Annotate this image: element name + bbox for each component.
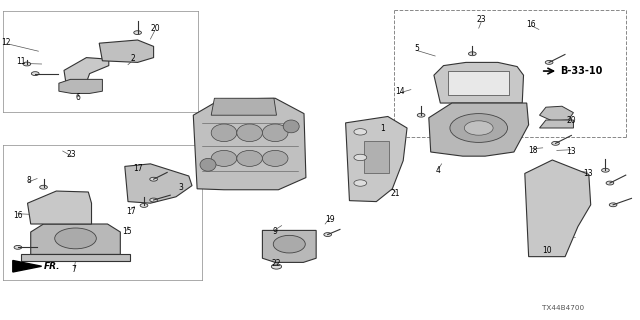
Polygon shape <box>64 58 109 91</box>
Text: 13: 13 <box>582 169 593 178</box>
Polygon shape <box>13 260 42 272</box>
Text: FR.: FR. <box>44 262 60 271</box>
Circle shape <box>552 141 559 145</box>
Text: 11: 11 <box>16 57 25 66</box>
Circle shape <box>271 264 282 269</box>
Polygon shape <box>525 160 591 257</box>
Text: 5: 5 <box>415 44 420 53</box>
Polygon shape <box>346 116 407 202</box>
Text: 13: 13 <box>566 147 576 156</box>
Text: 23: 23 <box>476 15 486 24</box>
Text: 8: 8 <box>26 176 31 185</box>
Text: 20: 20 <box>566 116 576 125</box>
Polygon shape <box>434 62 524 103</box>
Circle shape <box>354 180 367 186</box>
Circle shape <box>354 154 367 161</box>
Text: 10: 10 <box>542 246 552 255</box>
Ellipse shape <box>273 236 305 253</box>
Polygon shape <box>28 191 92 224</box>
Polygon shape <box>429 103 529 156</box>
Text: 16: 16 <box>13 211 23 220</box>
Polygon shape <box>262 230 316 262</box>
Ellipse shape <box>262 150 288 166</box>
Ellipse shape <box>237 150 262 166</box>
Text: 4: 4 <box>436 166 441 175</box>
Text: 3: 3 <box>178 183 183 192</box>
Polygon shape <box>364 141 389 173</box>
Ellipse shape <box>237 124 262 141</box>
Text: 17: 17 <box>125 207 136 216</box>
Text: 23: 23 <box>67 150 77 159</box>
Text: 1: 1 <box>380 124 385 133</box>
Circle shape <box>14 245 22 249</box>
Polygon shape <box>31 224 120 254</box>
Circle shape <box>140 204 148 207</box>
Text: 6: 6 <box>76 93 81 102</box>
Circle shape <box>545 60 553 64</box>
Circle shape <box>23 62 31 66</box>
Text: 14: 14 <box>395 87 405 96</box>
Circle shape <box>150 198 157 202</box>
Ellipse shape <box>465 121 493 135</box>
Polygon shape <box>211 98 276 115</box>
Ellipse shape <box>200 158 216 171</box>
Text: 22: 22 <box>272 259 281 268</box>
Circle shape <box>324 233 332 236</box>
Ellipse shape <box>211 150 237 166</box>
Ellipse shape <box>283 120 300 133</box>
Circle shape <box>31 72 39 76</box>
Polygon shape <box>448 71 509 95</box>
Ellipse shape <box>450 114 508 142</box>
Circle shape <box>417 113 425 117</box>
Polygon shape <box>540 120 573 128</box>
Polygon shape <box>540 106 573 121</box>
Ellipse shape <box>262 124 288 141</box>
Circle shape <box>150 177 157 181</box>
Text: 2: 2 <box>131 54 136 63</box>
Ellipse shape <box>55 228 96 249</box>
Circle shape <box>468 52 476 56</box>
Text: 18: 18 <box>528 146 537 155</box>
Circle shape <box>134 31 141 35</box>
Circle shape <box>602 168 609 172</box>
Text: 9: 9 <box>273 227 278 236</box>
Circle shape <box>40 185 47 189</box>
Ellipse shape <box>211 124 237 141</box>
Polygon shape <box>193 98 306 190</box>
Text: 19: 19 <box>324 215 335 224</box>
Text: TX44B4700: TX44B4700 <box>542 305 584 311</box>
Circle shape <box>609 203 617 207</box>
Text: 17: 17 <box>132 164 143 173</box>
Text: 12: 12 <box>2 38 11 47</box>
Text: 20: 20 <box>150 24 160 33</box>
Text: 7: 7 <box>72 265 77 274</box>
Polygon shape <box>125 164 192 203</box>
Polygon shape <box>21 254 130 261</box>
Polygon shape <box>99 40 154 62</box>
Text: B-33-10: B-33-10 <box>560 66 602 76</box>
Text: 16: 16 <box>526 20 536 28</box>
Text: 15: 15 <box>122 228 132 236</box>
Text: 21: 21 <box>391 189 400 198</box>
Polygon shape <box>59 79 102 93</box>
Circle shape <box>354 129 367 135</box>
Circle shape <box>606 181 614 185</box>
